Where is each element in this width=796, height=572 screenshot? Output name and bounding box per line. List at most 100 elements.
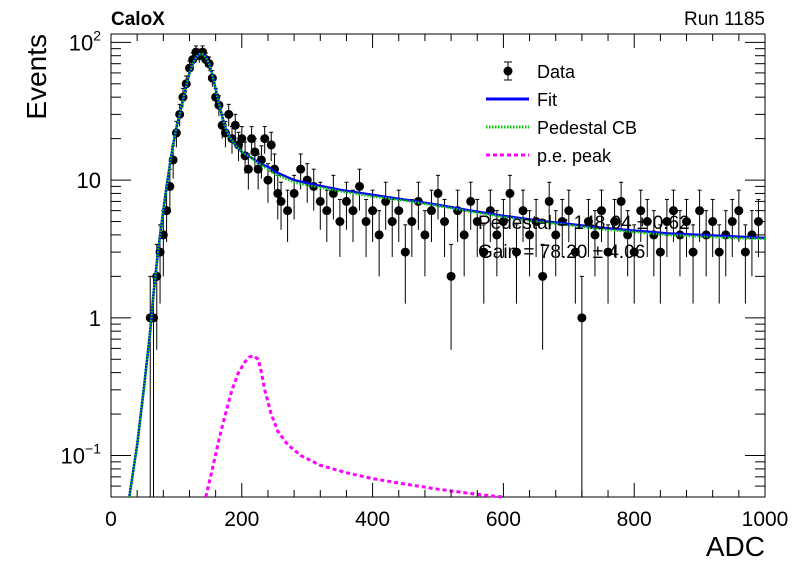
y-tick-labels: 10−1 1 10 102 <box>61 27 102 468</box>
x-tick-label: 0 <box>105 508 117 531</box>
legend-pedestal-label: Pedestal CB <box>537 118 637 138</box>
data-point <box>433 188 443 198</box>
data-point <box>247 134 257 144</box>
legend-data-marker <box>503 66 513 76</box>
data-point <box>440 217 450 227</box>
data-point <box>740 247 750 257</box>
x-tick-label: 600 <box>486 508 521 531</box>
data-point <box>368 206 378 216</box>
y-tick-label: 10 <box>77 168 101 193</box>
x-axis-label: ADC <box>706 531 765 562</box>
data-point <box>492 230 502 240</box>
plot-frame <box>110 33 766 498</box>
data-point <box>394 206 404 216</box>
x-tick-label: 400 <box>355 508 390 531</box>
data-point <box>341 196 351 206</box>
data-point <box>407 217 417 227</box>
data-point <box>446 271 456 281</box>
y-axis-label: Events <box>21 34 52 120</box>
data-point <box>727 217 737 227</box>
pe-peak-curve <box>204 354 504 499</box>
data-point <box>322 206 332 216</box>
data-point <box>551 230 561 240</box>
data-point <box>361 217 371 227</box>
data-point <box>420 230 430 240</box>
data-point <box>590 230 600 240</box>
data-point <box>230 120 240 130</box>
data-markers <box>145 47 763 323</box>
data-point <box>237 134 247 144</box>
data-point <box>629 247 639 257</box>
data-point <box>616 196 626 206</box>
data-point <box>636 206 646 216</box>
data-point <box>695 206 705 216</box>
data-point <box>655 247 665 257</box>
legend-data-label: Data <box>537 62 576 82</box>
data-point <box>276 196 286 206</box>
data-point <box>610 217 620 227</box>
experiment-label: CaloX <box>111 9 165 30</box>
data-point <box>250 147 260 157</box>
y-tick-label: 102 <box>69 27 101 55</box>
run-label: Run 1185 <box>684 9 765 30</box>
data-point <box>603 247 613 257</box>
data-point <box>544 196 554 206</box>
data-point <box>577 313 587 323</box>
data-point <box>688 247 698 257</box>
data-point <box>263 175 273 185</box>
data-point <box>466 196 476 206</box>
data-point <box>518 206 528 216</box>
x-tick-label: 200 <box>224 508 259 531</box>
data-point <box>570 247 580 257</box>
data-point <box>479 247 489 257</box>
data-point <box>662 217 672 227</box>
data-point <box>538 271 548 281</box>
x-tick-label: 800 <box>617 508 652 531</box>
y-tick-label: 1 <box>89 306 101 331</box>
data-point <box>400 247 410 257</box>
data-point <box>243 164 253 174</box>
data-point <box>355 181 365 191</box>
data-point <box>597 206 606 216</box>
data-error-bars <box>148 45 761 497</box>
data-point <box>564 206 574 216</box>
data-point <box>348 206 358 216</box>
y-tick-label: 10−1 <box>61 441 102 469</box>
data-point <box>315 196 325 206</box>
data-point <box>472 217 482 227</box>
data-point <box>708 217 718 227</box>
x-tick-labels: 0 200 400 600 800 1000 <box>105 508 788 531</box>
legend-fit-label: Fit <box>537 90 557 110</box>
data-point <box>381 196 391 206</box>
pedestal-annotation: Pedestal = 148.04 ± 0.62 <box>478 213 690 234</box>
data-point <box>734 206 744 216</box>
data-point <box>224 109 234 119</box>
legend-entry-pedestal: Pedestal CB <box>486 118 637 138</box>
data-point <box>253 164 263 174</box>
data-point <box>266 140 276 150</box>
data-point <box>260 134 270 144</box>
fit-curves <box>128 52 766 499</box>
data-point <box>387 217 397 227</box>
data-point <box>525 230 535 240</box>
data-point <box>283 206 293 216</box>
x-tick-label: 1000 <box>742 508 789 531</box>
axis-ticks <box>110 34 766 498</box>
data-point <box>498 217 508 227</box>
data-point <box>511 247 521 257</box>
data-point <box>714 247 724 257</box>
data-point <box>335 217 345 227</box>
legend-entry-fit: Fit <box>486 90 557 110</box>
data-point <box>273 188 283 198</box>
data-point <box>426 206 436 216</box>
pedestal-cb-curve <box>128 52 766 498</box>
data-point <box>289 188 299 198</box>
legend-entry-data: Data <box>503 61 576 82</box>
gain-annotation: Gain = 78.20 ± 4.06 <box>478 242 645 263</box>
legend-pe-peak-label: p.e. peak <box>537 146 612 166</box>
data-point <box>505 188 515 198</box>
data-point <box>296 164 306 174</box>
data-point <box>642 217 652 227</box>
legend: Data Fit Pedestal CB p.e. peak <box>486 61 637 166</box>
